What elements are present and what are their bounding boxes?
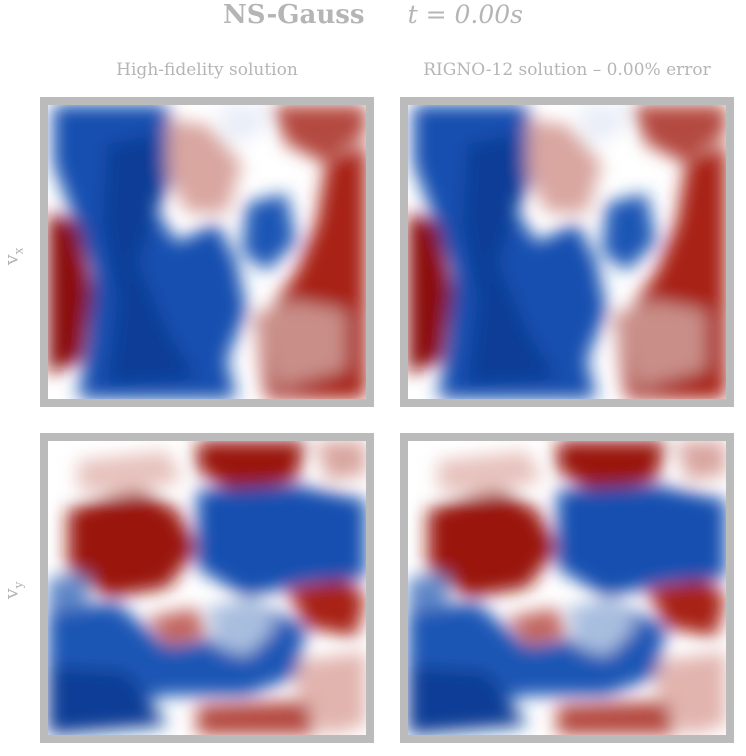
column-header-ground-truth: High-fidelity solution xyxy=(116,60,298,80)
vx-prediction-field xyxy=(408,105,726,399)
panel-vx-ground-truth xyxy=(40,97,374,407)
vy-ground-truth-field xyxy=(48,441,366,735)
row-label-vy-sub: y xyxy=(11,581,26,589)
row-label-vy: vy xyxy=(1,575,26,605)
panel-vy-ground-truth xyxy=(40,433,374,743)
vx-ground-truth-field xyxy=(48,105,366,399)
dataset-name: NS-Gauss xyxy=(223,0,365,30)
panel-vx-prediction xyxy=(400,97,734,407)
row-label-vx: vx xyxy=(1,241,26,271)
column-header-prediction: RIGNO-12 solution – 0.00% error xyxy=(423,60,711,80)
row-label-vx-main: v xyxy=(0,254,23,266)
panel-vy-prediction xyxy=(400,433,734,743)
figure-title: NS-Gauss t = 0.00s xyxy=(0,0,746,30)
vy-prediction-field xyxy=(408,441,726,735)
time-label: t = 0.00s xyxy=(407,0,523,29)
row-label-vx-sub: x xyxy=(11,247,26,255)
row-label-vy-main: v xyxy=(0,588,23,600)
